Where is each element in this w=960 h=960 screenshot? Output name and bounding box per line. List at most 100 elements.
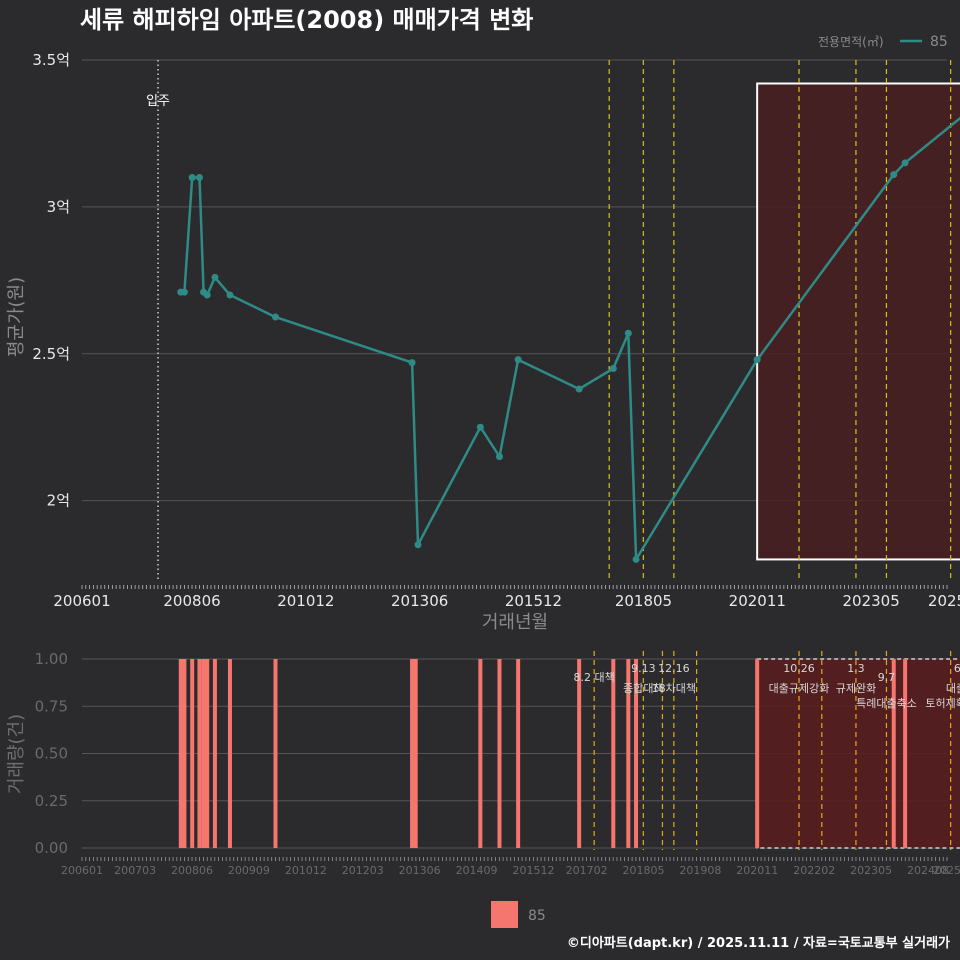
price-series-line xyxy=(180,116,960,561)
price-line-group xyxy=(180,116,960,561)
price-point xyxy=(211,273,219,281)
volume-bar xyxy=(577,659,582,848)
price-x-tick-label: 202305 xyxy=(842,592,899,610)
volume-bar xyxy=(478,659,483,848)
volume-bar xyxy=(197,659,202,848)
volume-x-tick-label: 201012 xyxy=(285,864,327,877)
volume-policy-name: 특례대출축소 xyxy=(856,697,917,710)
price-event-lines: 입주 xyxy=(146,60,952,580)
volume-y-tick-label: 1.00 xyxy=(35,650,68,668)
volume-x-tick-label: 201409 xyxy=(456,864,498,877)
price-y-tick-label: 3.5억 xyxy=(32,51,70,69)
price-y-ticks: 2억 2.5억 3억 3.5억 xyxy=(32,51,70,510)
volume-bar xyxy=(205,659,210,848)
volume-bars xyxy=(178,659,908,848)
volume-bar xyxy=(182,659,187,848)
volume-x-tick-label: 202305 xyxy=(850,864,892,877)
volume-x-tick-label: 202011 xyxy=(736,864,778,877)
volume-bar xyxy=(190,659,195,848)
volume-y-tick-label: 0.25 xyxy=(35,792,68,810)
bottom-legend: 85 xyxy=(491,901,546,928)
price-x-minor-ticks xyxy=(81,585,948,589)
price-x-ticks: 200601 200806 201012 201306 201512 201805 2020… xyxy=(53,592,960,610)
legend-title: 전용면적(㎡) xyxy=(818,35,884,49)
volume-event-labels: 8.2 대책 9.13 종합대책 12.16 18차대책 10.26 대출규제강화 1.3 규제… xyxy=(574,662,960,710)
price-point xyxy=(226,291,234,299)
volume-bar xyxy=(611,659,616,848)
volume-bar xyxy=(626,659,631,848)
volume-bar xyxy=(410,659,415,848)
price-point xyxy=(632,555,640,563)
volume-policy-date: 1.3 xyxy=(847,662,865,675)
price-point xyxy=(753,356,761,364)
volume-x-minor-ticks xyxy=(81,857,948,861)
price-point xyxy=(408,359,416,367)
volume-policy-name: 토허제확대 xyxy=(925,697,960,710)
volume-policy-name: 대출규제강화 xyxy=(769,682,830,695)
price-point xyxy=(901,159,909,167)
price-x-tick-label: 201012 xyxy=(277,592,334,610)
volume-x-tick-label: 200703 xyxy=(114,864,156,877)
volume-event-lines xyxy=(593,651,952,850)
price-point xyxy=(890,171,898,179)
volume-x-tick-label: 202408 xyxy=(907,864,949,877)
volume-bar xyxy=(413,659,418,848)
volume-policy-date: 9.7 xyxy=(878,671,896,684)
price-point xyxy=(609,364,617,372)
volume-policy-date: 6.27 xyxy=(954,662,960,675)
volume-x-tick-label: 200806 xyxy=(171,864,213,877)
price-panel: 입주 2억 2.5억 3억 3.5억 200601 200806 201012 201306… xyxy=(6,51,960,633)
volume-bar xyxy=(273,659,278,848)
legend: 전용면적(㎡) 85 xyxy=(818,34,948,50)
volume-x-tick-label: 201203 xyxy=(342,864,384,877)
volume-policy-date: 10.26 xyxy=(783,662,815,675)
volume-x-tick-label: 201805 xyxy=(622,864,664,877)
price-x-axis-title: 거래년월 xyxy=(482,612,548,633)
volume-x-tick-label: 200909 xyxy=(228,864,270,877)
price-x-tick-label: 201805 xyxy=(615,592,672,610)
volume-policy-name: 종합대책 xyxy=(623,682,663,695)
volume-policy-date: 8.2 대책 xyxy=(574,671,615,684)
price-x-tick-label: 202011 xyxy=(729,592,786,610)
price-x-tick-label: 2025 xyxy=(928,592,960,610)
bottom-legend-label: 85 xyxy=(528,908,546,924)
volume-policy-name: 규제완화 xyxy=(836,682,876,695)
volume-bar xyxy=(212,659,217,848)
volume-bar xyxy=(903,659,908,848)
bottom-legend-swatch xyxy=(491,901,518,928)
price-x-tick-label: 200806 xyxy=(163,592,220,610)
price-point xyxy=(271,313,279,321)
price-point xyxy=(495,453,503,461)
volume-bar xyxy=(516,659,521,848)
price-y-tick-label: 2.5억 xyxy=(32,345,70,363)
price-y-tick-label: 2억 xyxy=(47,492,70,510)
price-highlight-group xyxy=(756,82,960,561)
volume-x-tick-label: 201908 xyxy=(679,864,721,877)
volume-x-tick-label: 201702 xyxy=(566,864,608,877)
price-highlight-rect xyxy=(756,82,960,561)
volume-x-ticks: 200601 200703 200806 200909 201012 201203 2013… xyxy=(61,864,960,877)
price-points xyxy=(177,159,909,563)
chart-title: 세류 해피하임 아파트(2008) 매매가격 변화 xyxy=(80,6,533,34)
price-move-in-label: 입주 xyxy=(146,94,170,109)
volume-y-tick-label: 0.75 xyxy=(35,697,68,715)
price-point xyxy=(188,174,196,182)
price-y-tick-label: 3억 xyxy=(47,198,70,216)
price-point xyxy=(575,385,583,393)
volume-bar xyxy=(755,659,760,848)
footer-credit: ©디아파트(dapt.kr) / 2025.11.11 / 자료=국토교통부 실… xyxy=(567,935,950,951)
volume-policy-date: 12.16 xyxy=(658,662,690,675)
volume-bar xyxy=(891,659,896,848)
volume-bar xyxy=(227,659,232,848)
price-x-tick-label: 201512 xyxy=(505,592,562,610)
volume-x-tick-label: 201306 xyxy=(399,864,441,877)
price-point xyxy=(203,291,211,299)
price-point xyxy=(414,541,422,549)
volume-y-tick-label: 0.50 xyxy=(35,745,68,763)
volume-policy-name: 대출규제 xyxy=(946,682,960,695)
price-point xyxy=(195,174,203,182)
price-point xyxy=(514,356,522,364)
volume-bar xyxy=(178,659,183,848)
volume-x-tick-label: 200601 xyxy=(61,864,103,877)
